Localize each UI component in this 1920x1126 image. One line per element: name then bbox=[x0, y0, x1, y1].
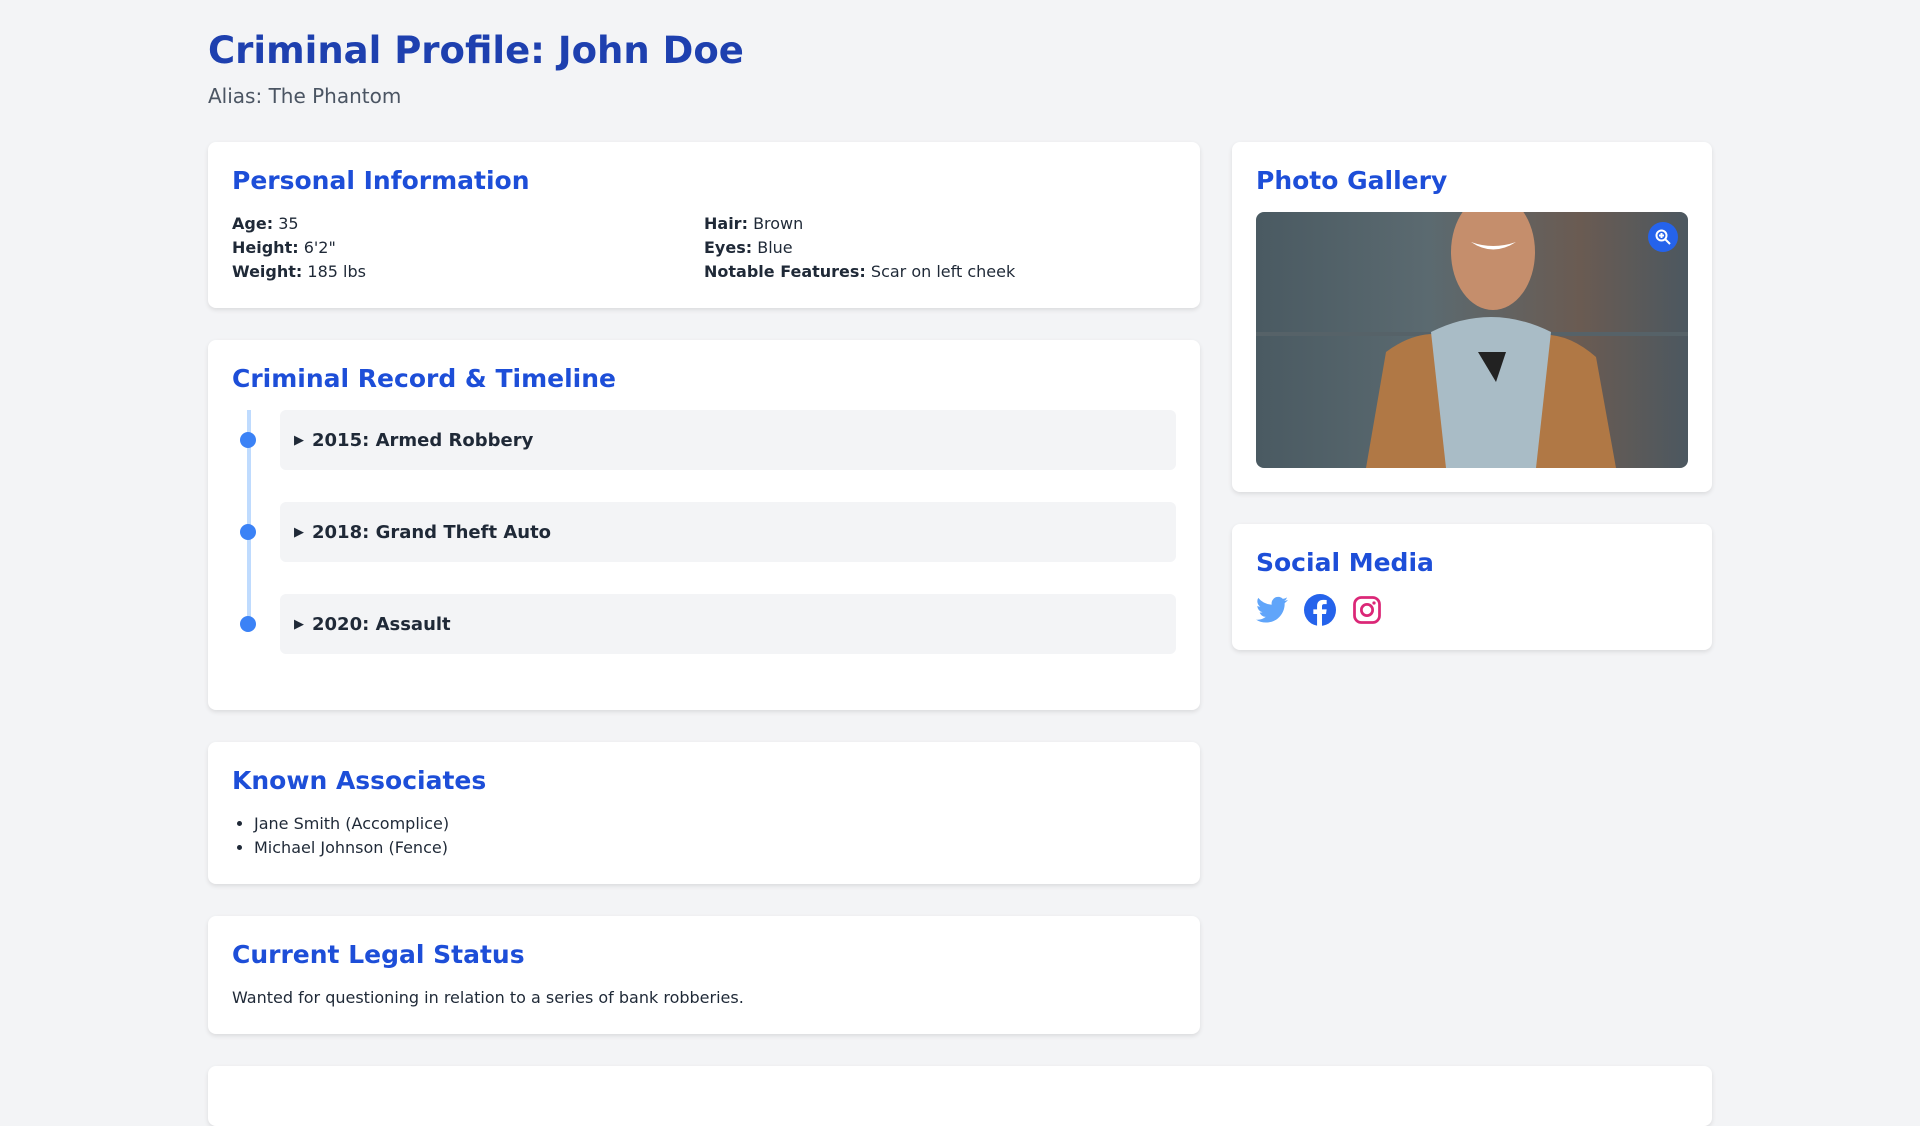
timeline-dot bbox=[240, 432, 256, 448]
field-age: Age: 35 bbox=[232, 214, 299, 233]
legal-status-card: Current Legal Status Wanted for question… bbox=[208, 916, 1200, 1034]
timeline-item[interactable]: ▶ 2015: Armed Robbery bbox=[240, 410, 1176, 470]
section-title: Photo Gallery bbox=[1256, 166, 1448, 195]
criminal-record-card: Criminal Record & Timeline ▶ 2015: Armed … bbox=[208, 340, 1200, 710]
photo-illustration bbox=[1256, 212, 1688, 468]
associates-card: Known Associates Jane Smith (Accomplice)… bbox=[208, 742, 1200, 884]
section-title: Current Legal Status bbox=[232, 940, 525, 969]
page-title: Criminal Profile: John Doe bbox=[208, 29, 744, 72]
personal-info-card: Personal Information Age: 35 Hair: Brown… bbox=[208, 142, 1200, 308]
zoom-in-icon[interactable] bbox=[1648, 222, 1678, 252]
bottom-card bbox=[208, 1066, 1712, 1126]
social-media-card: Social Media bbox=[1232, 524, 1712, 650]
field-eyes: Eyes: Blue bbox=[704, 238, 793, 257]
section-title: Social Media bbox=[1256, 548, 1434, 577]
timeline-dot bbox=[240, 524, 256, 540]
field-hair: Hair: Brown bbox=[704, 214, 804, 233]
field-features: Notable Features: Scar on left cheek bbox=[704, 262, 1016, 281]
instagram-icon[interactable] bbox=[1352, 595, 1382, 625]
field-height: Height: 6'2" bbox=[232, 238, 336, 257]
legal-status-text: Wanted for questioning in relation to a … bbox=[232, 988, 744, 1007]
section-title: Known Associates bbox=[232, 766, 487, 795]
photo-gallery-card: Photo Gallery bbox=[1232, 142, 1712, 492]
timeline: ▶ 2015: Armed Robbery ▶ 2018: Grand Theft … bbox=[232, 410, 1176, 686]
list-item: Michael Johnson (Fence) bbox=[254, 836, 1176, 860]
alias: Alias: The Phantom bbox=[208, 84, 402, 108]
twitter-icon[interactable] bbox=[1256, 596, 1288, 624]
timeline-line bbox=[247, 410, 251, 630]
field-weight: Weight: 185 lbs bbox=[232, 262, 366, 281]
section-title: Personal Information bbox=[232, 166, 530, 195]
expand-triangle-icon: ▶ bbox=[294, 432, 304, 448]
expand-triangle-icon: ▶ bbox=[294, 616, 304, 632]
list-item: Jane Smith (Accomplice) bbox=[254, 812, 1176, 836]
timeline-item[interactable]: ▶ 2018: Grand Theft Auto bbox=[240, 502, 1176, 562]
facebook-icon[interactable] bbox=[1304, 594, 1336, 626]
suspect-photo[interactable] bbox=[1256, 212, 1688, 468]
expand-triangle-icon: ▶ bbox=[294, 524, 304, 540]
timeline-item[interactable]: ▶ 2020: Assault bbox=[240, 594, 1176, 654]
timeline-dot bbox=[240, 616, 256, 632]
section-title: Criminal Record & Timeline bbox=[232, 364, 616, 393]
